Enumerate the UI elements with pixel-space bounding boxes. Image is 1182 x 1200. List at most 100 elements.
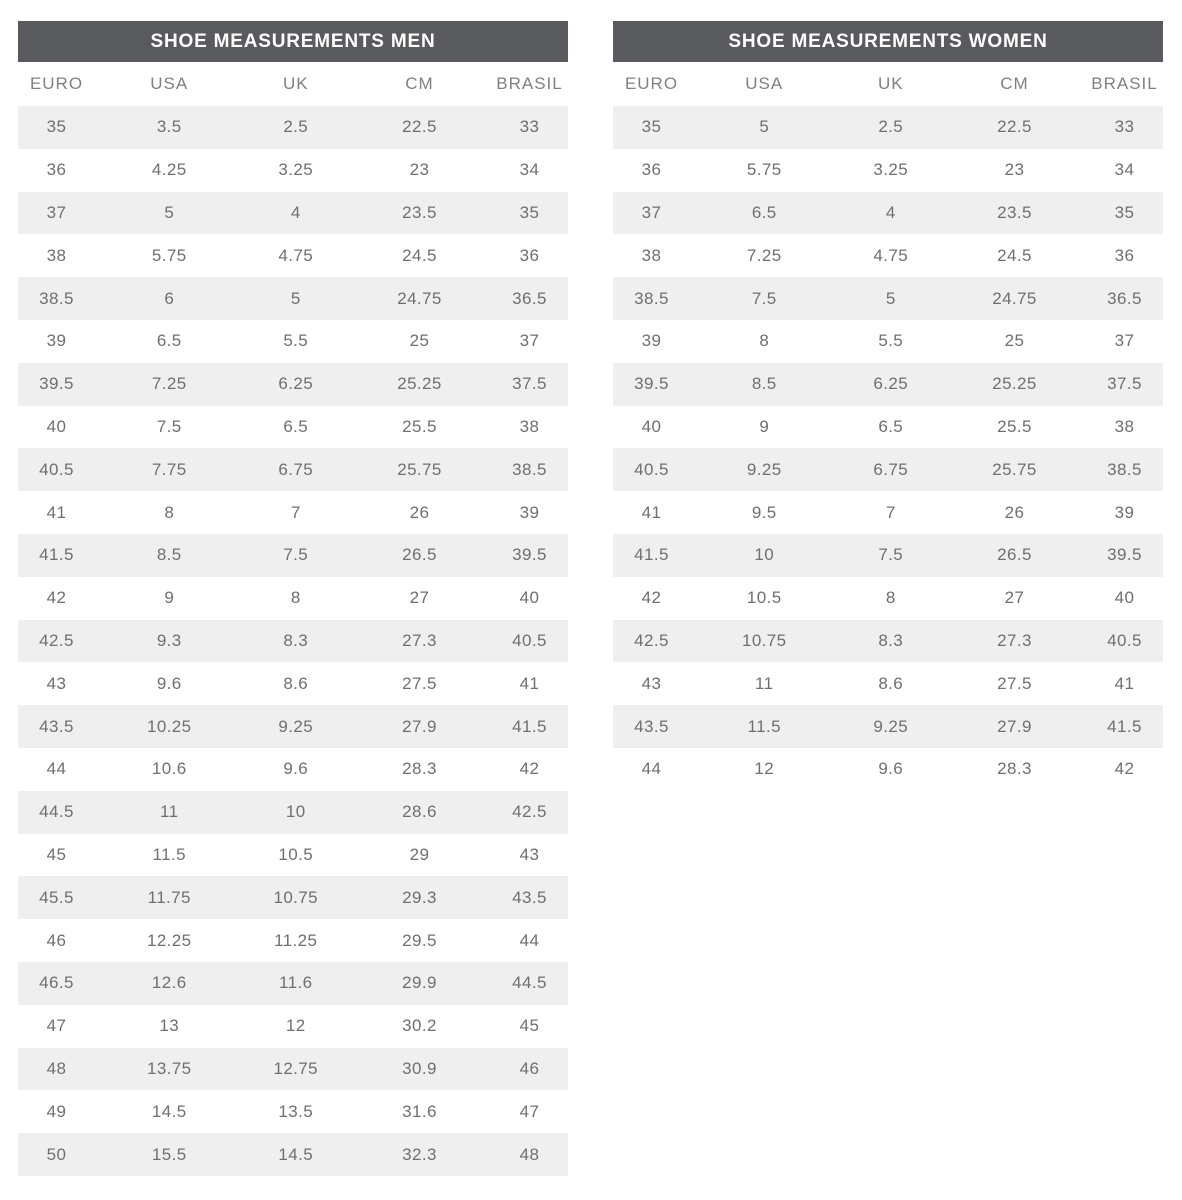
cell-euro: 44 <box>46 759 67 779</box>
cell-usa: 6.5 <box>751 202 777 222</box>
cell-uk: 5 <box>290 288 301 308</box>
column-header-uk: UK <box>877 74 904 93</box>
table-row: 41.5 10 7.5 26.5 39.5 <box>613 533 1163 577</box>
cell-cm: 28.3 <box>997 759 1032 779</box>
table-row: 39 8 5.5 25 37 <box>613 320 1163 363</box>
cell-euro: 45 <box>46 844 67 864</box>
cell-brasil: 33 <box>1114 117 1135 137</box>
cell-brasil: 36.5 <box>512 288 547 308</box>
cell-brasil: 39.5 <box>512 545 547 565</box>
cell-cm: 30.9 <box>402 1058 437 1078</box>
cell-usa: 10.25 <box>146 716 192 736</box>
cell-usa: 9 <box>759 416 770 436</box>
cell-euro: 44.5 <box>39 802 74 822</box>
cell-uk: 6.5 <box>878 416 904 436</box>
table-row: 42.5 10.75 8.3 27.3 40.5 <box>613 619 1163 663</box>
cell-uk: 14.5 <box>278 1144 314 1164</box>
cell-cm: 29.5 <box>402 930 437 950</box>
cell-cm: 27.9 <box>402 716 437 736</box>
cell-usa: 9.25 <box>746 459 782 479</box>
cell-cm: 28.6 <box>402 802 437 822</box>
cell-uk: 11.6 <box>279 973 313 993</box>
cell-euro: 43.5 <box>634 716 669 736</box>
cell-cm: 24.75 <box>992 288 1037 308</box>
cell-uk: 4.75 <box>873 245 909 265</box>
table-row: 42 9 8 27 40 <box>18 577 568 620</box>
cell-uk: 12 <box>285 1016 306 1036</box>
cell-cm: 32.3 <box>402 1144 437 1164</box>
cell-euro: 42.5 <box>39 630 74 650</box>
cell-brasil: 41 <box>1114 673 1135 693</box>
cell-uk: 9.6 <box>878 759 904 779</box>
table-row: 38.5 6 5 24.75 36.5 <box>18 277 568 320</box>
cell-cm: 23.5 <box>402 202 437 222</box>
cell-euro: 43 <box>641 673 662 693</box>
cell-uk: 6.5 <box>283 416 309 436</box>
cell-uk: 8.3 <box>878 630 904 650</box>
cell-uk: 9.6 <box>283 759 309 779</box>
cell-euro: 49 <box>46 1101 67 1121</box>
cell-usa: 9 <box>164 588 175 608</box>
cell-cm: 22.5 <box>997 117 1032 137</box>
cell-usa: 11.5 <box>152 844 186 864</box>
cell-usa: 12 <box>754 759 775 779</box>
cell-brasil: 40.5 <box>1107 630 1142 650</box>
table-row: 36 5.75 3.25 23 34 <box>613 149 1163 192</box>
cell-brasil: 39.5 <box>1107 545 1142 565</box>
cell-uk: 5 <box>885 288 896 308</box>
cell-usa: 6 <box>164 288 175 308</box>
cell-uk: 11.25 <box>274 930 318 950</box>
column-header-usa: USA <box>150 74 189 93</box>
column-header-euro: EURO <box>624 74 679 93</box>
cell-euro: 43 <box>46 673 67 693</box>
cell-brasil: 35 <box>1114 202 1135 222</box>
cell-uk: 8.6 <box>878 673 904 693</box>
cell-cm: 29.3 <box>402 887 437 907</box>
cell-uk: 7.5 <box>878 545 904 565</box>
cell-cm: 26 <box>409 502 430 522</box>
column-header-euro: EURO <box>29 74 84 93</box>
table-row: 47 13 12 30.2 45 <box>18 1005 568 1048</box>
cell-usa: 13 <box>159 1016 180 1036</box>
cell-brasil: 35 <box>519 202 540 222</box>
cell-usa: 7.75 <box>151 459 187 479</box>
cell-usa: 13.75 <box>146 1058 192 1078</box>
cell-cm: 29.9 <box>402 973 437 993</box>
cell-brasil: 33 <box>519 117 540 137</box>
cell-euro: 39.5 <box>634 374 669 394</box>
cell-cm: 23.5 <box>997 202 1032 222</box>
cell-cm: 25.25 <box>992 374 1037 394</box>
cell-brasil: 43.5 <box>512 887 547 907</box>
cell-uk: 6.75 <box>873 459 909 479</box>
cell-euro: 45.5 <box>39 887 74 907</box>
cell-uk: 10.5 <box>278 844 314 864</box>
cell-euro: 50 <box>46 1144 67 1164</box>
table-row: 39.5 7.25 6.25 25.25 37.5 <box>18 362 568 406</box>
cell-cm: 23 <box>1004 160 1025 180</box>
women-size-table: SHOE MEASUREMENTS WOMEN EURO USA UK CM B… <box>613 21 1163 791</box>
cell-uk: 4 <box>290 202 301 222</box>
cell-euro: 35 <box>46 117 67 137</box>
cell-uk: 6.25 <box>278 374 314 394</box>
cell-brasil: 38.5 <box>512 459 547 479</box>
table-row: 37 5 4 23.5 35 <box>18 191 568 235</box>
cell-euro: 48 <box>46 1058 67 1078</box>
cell-euro: 46 <box>46 930 67 950</box>
cell-brasil: 48 <box>519 1144 540 1164</box>
cell-cm: 27 <box>1004 588 1025 608</box>
cell-brasil: 41 <box>519 673 540 693</box>
cell-cm: 27.3 <box>997 630 1032 650</box>
table-row: 41 8 7 26 39 <box>18 491 568 534</box>
cell-brasil: 36.5 <box>1107 288 1142 308</box>
cell-cm: 28.3 <box>402 759 437 779</box>
cell-euro: 37 <box>641 202 662 222</box>
women-table-title: SHOE MEASUREMENTS WOMEN <box>728 30 1048 52</box>
cell-usa: 7.5 <box>156 416 182 436</box>
cell-cm: 27.9 <box>997 716 1032 736</box>
table-row: 44 12 9.6 28.3 42 <box>613 748 1163 791</box>
cell-brasil: 42.5 <box>512 802 547 822</box>
table-row: 40.5 9.25 6.75 25.75 38.5 <box>613 448 1163 492</box>
table-row: 35 3.5 2.5 22.5 33 <box>18 106 568 149</box>
cell-uk: 9.25 <box>873 716 909 736</box>
cell-cm: 25.75 <box>397 459 442 479</box>
